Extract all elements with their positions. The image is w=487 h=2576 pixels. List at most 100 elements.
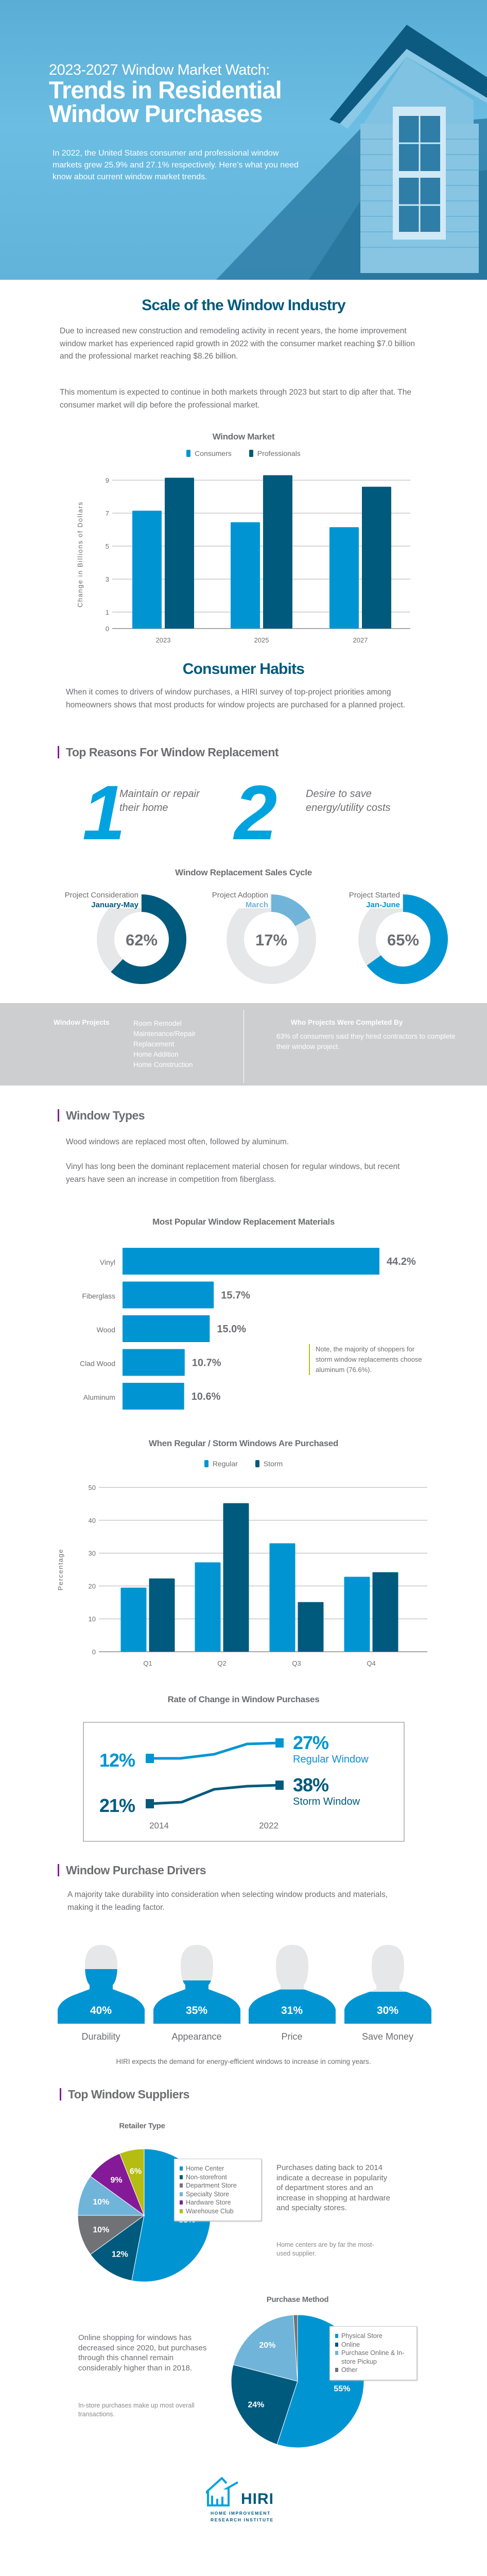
y-tick-label: 0 (92, 1648, 96, 1656)
retailer-type-legend: Home Center Non-storefront Department Stor… (174, 2159, 262, 2221)
window-projects-list: Room Remodel Maintenance/Repair Replacem… (133, 1019, 196, 1070)
legend-label: Regular (212, 1460, 238, 1468)
donut-period: March (246, 901, 268, 909)
legend-label: Home Center (186, 2165, 224, 2172)
driver-label: Save Money (362, 2031, 413, 2042)
legend-label: Consumers (195, 449, 232, 457)
material-label: Vinyl (100, 1258, 115, 1266)
line-start-marker (146, 1799, 154, 1808)
line-start-marker (146, 1754, 154, 1763)
reasons-heading: Top Reasons For Window Replacement (58, 746, 279, 758)
pie-slice-label: 24% (248, 2400, 264, 2409)
x-tick-label: Q2 (217, 1659, 226, 1667)
reason-number-2: 2 (234, 769, 277, 856)
projects-band: Window Projects Room Remodel Maintenance… (0, 1003, 487, 1086)
material-value: 10.6% (192, 1391, 221, 1402)
driver-value: 30% (377, 2005, 398, 2016)
legend-item: Non-storefront (180, 2173, 256, 2182)
logo-subtitle: HOME IMPROVEMENT RESEARCH INSTITUTE (211, 2510, 274, 2523)
house-chart-logo-icon (206, 2477, 238, 2506)
y-axis-label: Change in Billions of Dollars (76, 501, 84, 607)
material-label: Wood (97, 1326, 115, 1334)
y-tick-label: 3 (106, 575, 109, 583)
x-tick-label: Q3 (292, 1659, 301, 1667)
legend-swatch (186, 450, 191, 457)
hero-title-line-1: Trends in Residential (49, 76, 282, 104)
donut-value: 65% (387, 931, 419, 949)
hero-title: Trends in Residential Window Purchases (49, 78, 317, 126)
window-market-title: Window Market (212, 432, 275, 442)
y-tick-label: 5 (106, 543, 109, 550)
legend-item: Department Store (180, 2181, 256, 2190)
method-text: Online shopping for windows has decrease… (78, 2333, 207, 2372)
end-value: 38% (293, 1774, 329, 1795)
pie-slice (77, 2215, 145, 2255)
hero-title-line-2: Window Purchases (49, 100, 263, 127)
scale-title: Scale of the Window Industry (142, 297, 346, 314)
bar-professionals (362, 486, 391, 629)
retailer-type-title: Retailer Type (119, 2122, 165, 2130)
driver-silhouette: 35% Appearance (153, 1945, 240, 2042)
legend-swatch (180, 2175, 183, 2179)
legend-label: Non-storefront (186, 2173, 227, 2181)
purchase-method-legend: Physical Store Online Purchase Online & In… (329, 2326, 417, 2380)
scale-para-1: Due to increased new construction and re… (60, 327, 415, 361)
who-completed-text: 63% of consumers said they hired contrac… (276, 1032, 456, 1050)
hiri-logo: HIRI HOME IMPROVEMENT RESEARCH INSTITUTE (206, 2477, 283, 2523)
y-tick-label: 1 (106, 608, 109, 616)
pie-slice (233, 2314, 298, 2382)
bar-consumers (329, 527, 359, 629)
habits-para: When it comes to drivers of window purch… (66, 688, 406, 709)
material-label: Aluminum (83, 1393, 115, 1401)
series-name: Storm Window (293, 1796, 360, 1807)
hero-banner: 2023-2027 Window Market Watch: Trends in… (0, 0, 487, 280)
driver-silhouette: 40% Durability (58, 1945, 145, 2042)
pie-slice-label: 10% (93, 2198, 109, 2207)
legend-item: Physical Store (335, 2332, 411, 2341)
y-tick-label: 7 (106, 510, 109, 517)
bar-professionals (263, 475, 292, 629)
driver-value: 31% (281, 2005, 303, 2016)
bar-consumers (231, 522, 260, 629)
bar-professionals (165, 478, 194, 629)
material-bar (123, 1281, 214, 1309)
rate-of-change-chart: 12% 27%Regular Window 21% 38%Storm Window 20… (83, 1722, 405, 1842)
legend-item: Online (335, 2341, 411, 2349)
bar-consumers (132, 511, 162, 629)
driver-fill-level (344, 1992, 431, 2024)
legend-item: Hardware Store (180, 2198, 256, 2207)
start-value: 21% (99, 1795, 135, 1816)
bar-storm (372, 1572, 398, 1652)
pie-slice (231, 2364, 298, 2445)
pie-slice-label: 9% (111, 2176, 123, 2184)
material-value: 15.7% (221, 1290, 250, 1301)
pie-slice-label: 6% (130, 2167, 142, 2176)
project-item: Home Construction (133, 1061, 193, 1069)
x-tick-label: 2027 (353, 636, 368, 644)
materials-title: Most Popular Window Replacement Material… (152, 1217, 335, 1227)
who-completed-heading: Who Projects Were Completed By (291, 1019, 403, 1026)
bar-storm (149, 1578, 175, 1652)
legend-label: Storm (263, 1460, 283, 1468)
project-item: Room Remodel (133, 1020, 182, 1027)
reason-text-2: Desire to save energy/utility costs (306, 788, 391, 814)
material-value: 15.0% (217, 1324, 246, 1335)
line-regular (150, 1741, 280, 1760)
legend-label: Other (341, 2366, 358, 2374)
legend-consumers: Consumers (186, 449, 232, 457)
y-tick-label: 9 (106, 477, 109, 484)
material-value: 44.2% (387, 1256, 416, 1267)
regular-storm-chart: 0 10 20 30 40 50 Q1 Q2 Q3 Q4 Percentage (57, 1484, 427, 1667)
legend-label: Specialty Store (186, 2190, 230, 2198)
donut-arc (358, 894, 448, 984)
bar-regular (120, 1587, 147, 1652)
drivers-silhouettes: 40% Durability 35% Appearance 31% Price 30% Sav… (58, 1945, 431, 2042)
window-market-legend: Consumers Professionals (0, 449, 487, 457)
house-dormer-image (216, 25, 487, 280)
hero-intro: In 2022, the United States consumer and … (53, 149, 299, 181)
pie-slice-label: 10% (93, 2226, 109, 2234)
line-storm (149, 1784, 280, 1805)
donut-label: Project Consideration (65, 891, 138, 900)
legend-label: Purchase Online & In-store Pickup (341, 2349, 405, 2365)
